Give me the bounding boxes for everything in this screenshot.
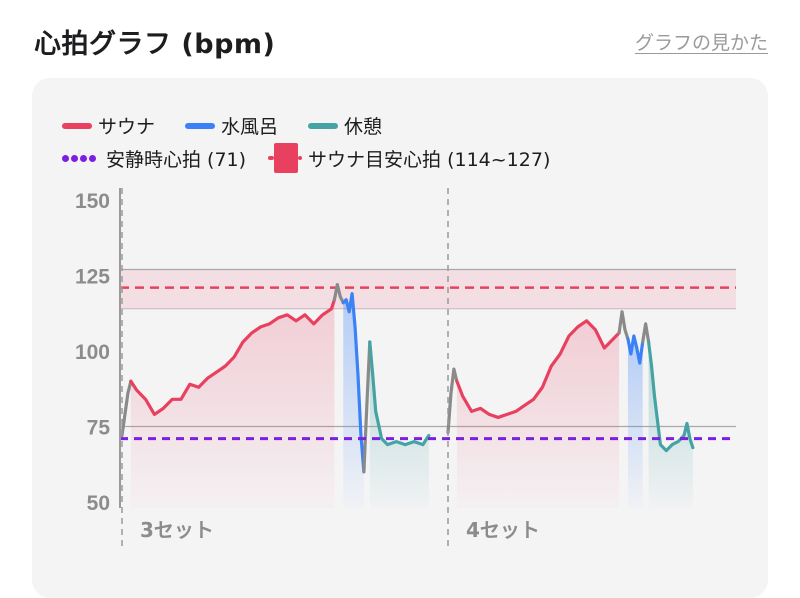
legend-label-water: 水風呂 — [221, 116, 279, 138]
legend-swatch-sauna — [62, 122, 92, 129]
legend-label-sauna: サウナ — [98, 116, 156, 138]
heart-rate-chart: 150 125 100 75 50 3セット 4セット — [75, 188, 736, 548]
legend-swatch-water — [185, 122, 216, 129]
series-line-transition — [617, 310, 630, 341]
target-band — [120, 269, 736, 309]
area-water — [343, 293, 364, 508]
legend-item-sauna: サウナ — [62, 112, 155, 139]
legend-label-resting-hr: 安静時心拍 (71) — [106, 148, 247, 171]
legend-swatch-rest — [308, 122, 339, 129]
legend-item-rest: 休憩 — [308, 112, 382, 139]
series-line-water — [626, 334, 645, 365]
legend-row-reference: 安静時心拍 (71) サウナ目安心拍 (114~127) — [62, 143, 580, 173]
series-line-transition — [362, 340, 372, 474]
y-tick-label: 150 — [75, 190, 110, 213]
series-line-sauna — [129, 298, 336, 417]
y-tick-label: 75 — [87, 416, 111, 439]
y-tick-label: 50 — [87, 492, 110, 515]
area-water — [627, 335, 643, 508]
legend-swatch-resting-hr — [62, 154, 98, 162]
series-line-transition — [446, 367, 459, 435]
area-rest — [648, 341, 693, 508]
legend-label-rest: 休憩 — [344, 116, 383, 138]
legend-row-phases: サウナ 水風呂 休憩 — [62, 112, 412, 139]
legend-item-resting-hr: 安静時心拍 (71) — [62, 145, 246, 172]
series-line-transition — [641, 322, 651, 344]
chart-card — [32, 78, 768, 598]
series-line-rest — [368, 340, 431, 447]
series-line-sauna — [455, 319, 621, 420]
page-title: 心拍グラフ (bpm) — [34, 29, 276, 60]
series-line-water — [341, 292, 366, 474]
legend-item-water: 水風呂 — [185, 112, 278, 139]
set-label: 4セット — [466, 518, 540, 542]
legend-item-target: サウナ目安心拍 (114~127) — [268, 143, 550, 173]
set-label: 3セット — [140, 518, 214, 542]
y-tick-label: 100 — [75, 341, 110, 364]
series-line-transition — [332, 283, 345, 305]
legend-swatch-target — [268, 143, 303, 173]
series-line-rest — [647, 340, 695, 453]
area-rest — [369, 341, 429, 508]
area-sauna — [456, 320, 620, 508]
area-sauna — [130, 299, 335, 508]
y-tick-label: 125 — [75, 266, 110, 289]
legend-label-target: サウナ目安心拍 (114~127) — [308, 148, 551, 171]
help-link[interactable]: グラフの見かた — [634, 32, 768, 54]
series-line-transition — [120, 379, 133, 438]
